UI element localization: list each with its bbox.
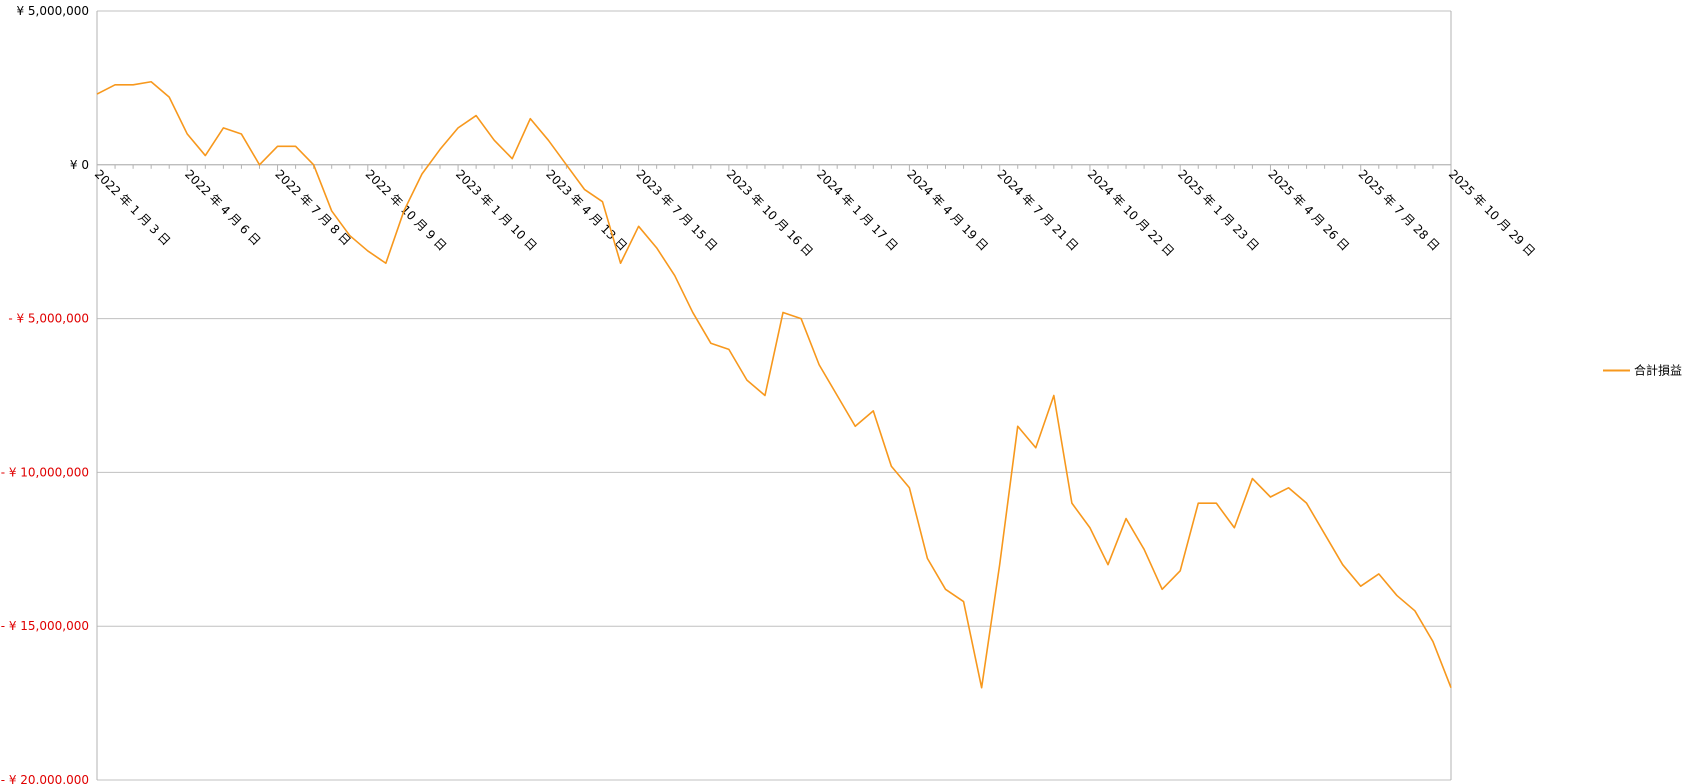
- x-tick-label: 2024 年 1 月 17 日: [814, 167, 901, 254]
- y-tick-label: - ¥ 20,000,000: [1, 773, 89, 784]
- x-tick-label: 2022 年 10 月 9 日: [363, 167, 450, 254]
- y-tick-label: ¥ 5,000,000: [16, 4, 89, 18]
- x-tick-label: 2022 年 1 月 3 日: [92, 167, 173, 248]
- x-tick-label: 2025 年 1 月 23 日: [1175, 167, 1262, 254]
- x-tick-label: 2022 年 7 月 8 日: [272, 167, 353, 248]
- x-tick-label: 2025 年 7 月 28 日: [1356, 167, 1443, 254]
- y-tick-label: - ¥ 5,000,000: [8, 312, 89, 326]
- y-tick-label: ¥ 0: [70, 158, 89, 172]
- line-series: [96, 80, 1452, 689]
- x-tick-label: 2024 年 10 月 22 日: [1085, 167, 1177, 259]
- x-tick-label: 2024 年 4 月 19 日: [904, 167, 991, 254]
- y-tick-label: - ¥ 10,000,000: [1, 465, 89, 479]
- y-tick-label: - ¥ 15,000,000: [1, 619, 89, 633]
- x-tick-label: 2024 年 7 月 21 日: [995, 167, 1082, 254]
- x-tick-label: 2022 年 4 月 6 日: [182, 167, 263, 248]
- x-tick-label: 2023 年 4 月 13 日: [543, 167, 630, 254]
- x-tick-label: 2023 年 10 月 16 日: [724, 167, 816, 259]
- x-tick-label: 2025 年 4 月 26 日: [1265, 167, 1352, 254]
- x-tick-label: 2023 年 7 月 15 日: [633, 167, 720, 254]
- legend-label: 合計損益: [1634, 363, 1682, 378]
- x-tick-label: 2023 年 1 月 10 日: [453, 167, 540, 254]
- x-tick-label: 2025 年 10 月 29 日: [1446, 167, 1538, 259]
